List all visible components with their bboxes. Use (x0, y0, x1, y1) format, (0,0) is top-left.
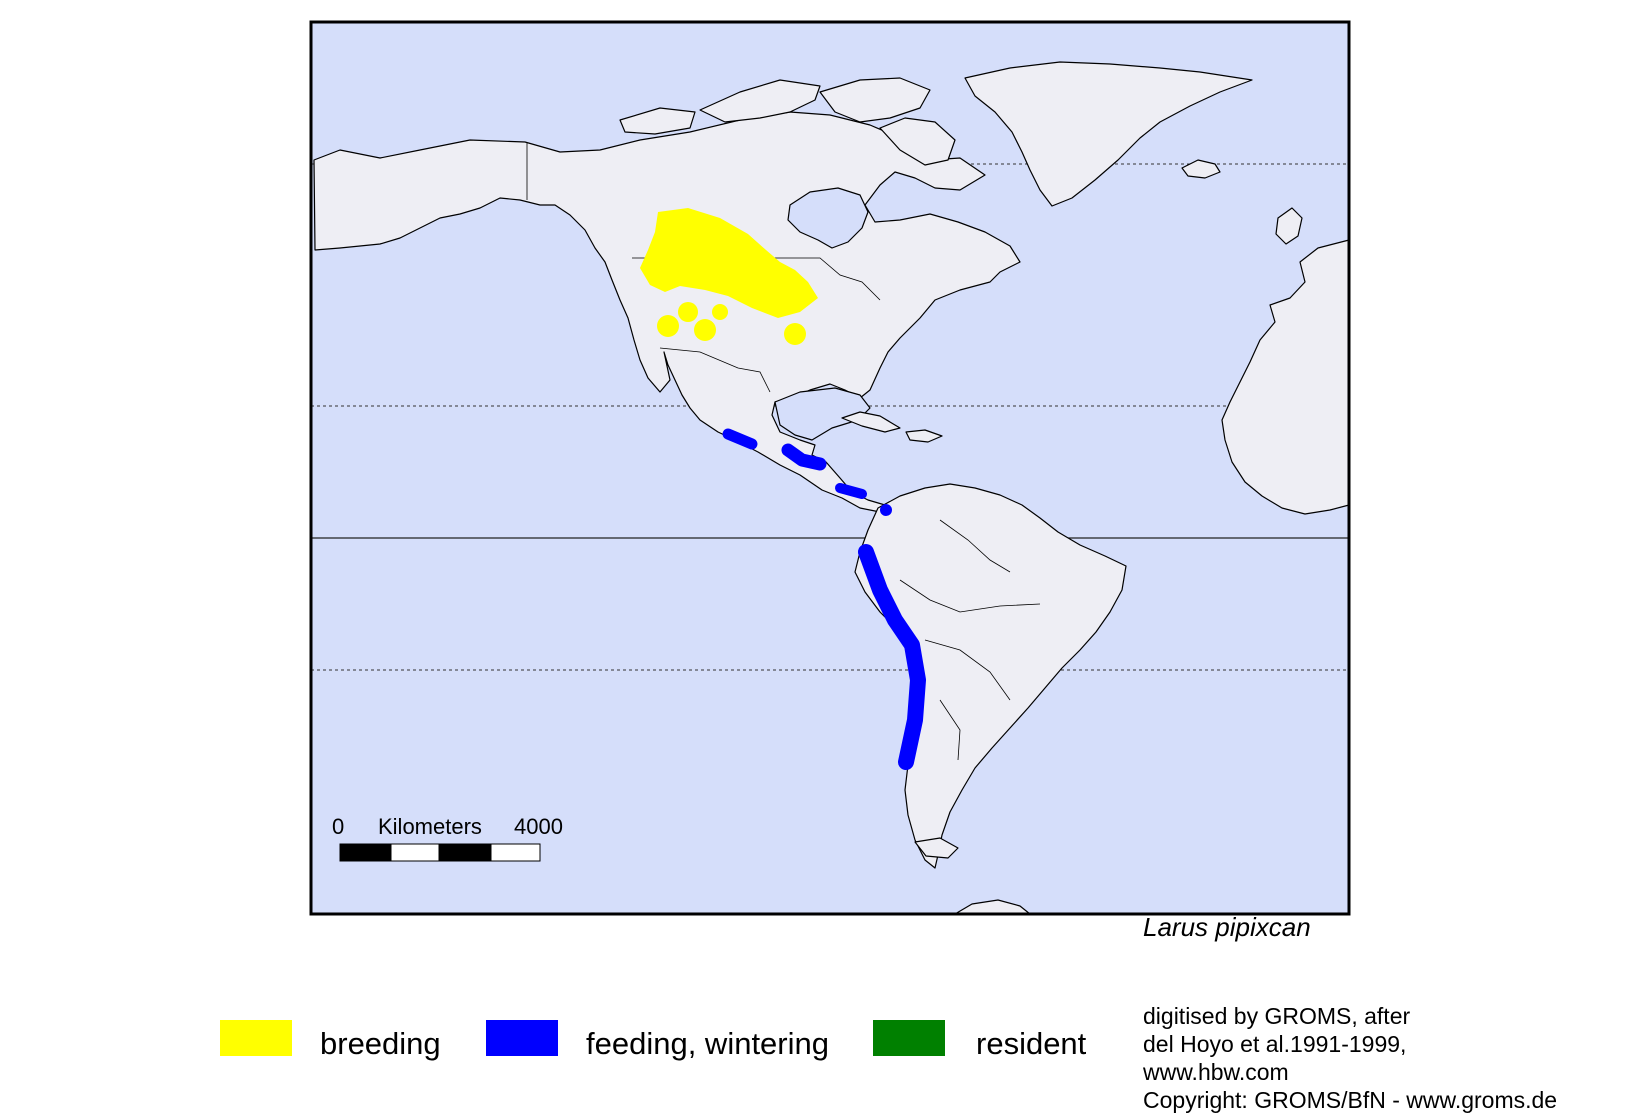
hispaniola (905, 429, 943, 443)
wintering-central-america (835, 483, 867, 499)
scale-seg-3 (438, 843, 492, 862)
legend-swatch-resident (873, 1020, 945, 1056)
greenland (964, 61, 1253, 207)
baffin-island (879, 117, 956, 166)
scale-seg-2 (390, 843, 440, 862)
europe-africa (1221, 239, 1350, 515)
credit-line: www.hbw.com (1143, 1059, 1289, 1085)
legend-label-breeding: breeding (320, 1026, 441, 1061)
scale-seg-1 (339, 843, 392, 862)
cuba (841, 411, 901, 433)
scale-zero: 0 (332, 814, 344, 839)
wintering-pacific-coast (858, 544, 926, 770)
arctic-islands-3 (619, 107, 696, 135)
breeding-patch-3 (694, 319, 716, 341)
legend-label-resident: resident (976, 1026, 1087, 1061)
arctic-islands-2 (819, 77, 931, 123)
map-border (309, 20, 1351, 916)
arctic-islands-1 (699, 79, 821, 123)
breeding-range (640, 208, 818, 345)
land (313, 61, 1350, 915)
tierra-del-fuego (914, 837, 959, 859)
legend-swatch-feeding-wintering (486, 1020, 558, 1056)
credit-line: del Hoyo et al.1991-1999, (1143, 1031, 1407, 1057)
breeding-patch-4 (712, 304, 728, 320)
credit-block: digitised by GROMS, after del Hoyo et al… (1143, 1002, 1557, 1114)
wintering-mexico-2 (781, 443, 827, 471)
breeding-patch-1 (657, 315, 679, 337)
breeding-main-area (640, 208, 818, 318)
scale-max: 4000 (514, 814, 563, 839)
wintering-spot (880, 504, 892, 516)
iceland (1181, 159, 1221, 179)
credit-line: Copyright: GROMS/BfN - www.groms.de (1143, 1087, 1558, 1113)
wintering-range (722, 428, 926, 770)
scale-bar: 0 Kilometers 4000 (332, 814, 563, 862)
species-name: Larus pipixcan (1143, 912, 1311, 942)
breeding-patch-2 (678, 302, 698, 322)
legend-label-feeding-wintering: feeding, wintering (586, 1026, 829, 1061)
scale-unit: Kilometers (378, 814, 482, 839)
legend-swatch-breeding (220, 1020, 292, 1056)
credit-line: digitised by GROMS, after (1143, 1003, 1411, 1029)
hudson-bay (787, 187, 869, 249)
scale-seg-4 (490, 843, 541, 862)
breeding-patch-5 (784, 323, 806, 345)
british-isles (1275, 207, 1303, 245)
wintering-mexico-1 (722, 428, 758, 450)
